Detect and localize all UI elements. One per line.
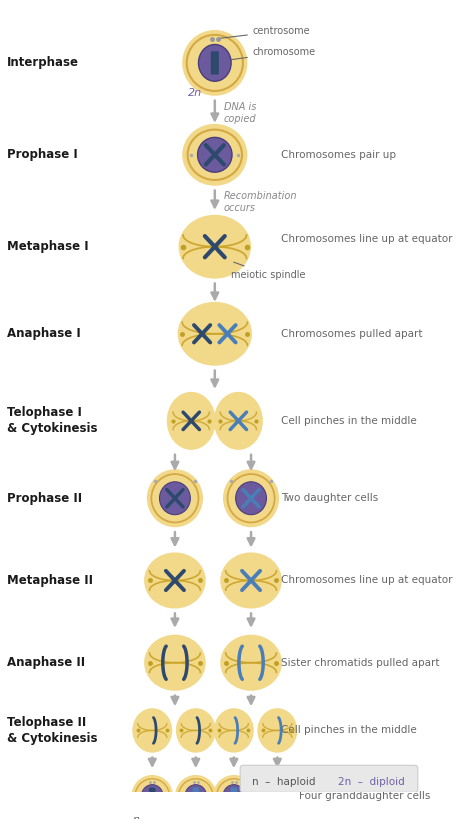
Ellipse shape (236, 482, 266, 514)
Ellipse shape (223, 469, 279, 527)
Ellipse shape (176, 708, 216, 753)
Ellipse shape (185, 785, 207, 808)
Text: Metaphase II: Metaphase II (7, 574, 93, 587)
Ellipse shape (147, 469, 203, 527)
Text: meiotic spindle: meiotic spindle (231, 262, 306, 279)
Text: chromosome: chromosome (225, 48, 316, 61)
FancyBboxPatch shape (149, 788, 155, 805)
Text: Four granddaughter cells: Four granddaughter cells (299, 791, 430, 801)
Ellipse shape (220, 553, 282, 609)
FancyBboxPatch shape (211, 52, 219, 75)
Text: Metaphase I: Metaphase I (7, 240, 89, 253)
Text: Interphase: Interphase (7, 57, 79, 70)
Ellipse shape (182, 124, 247, 186)
Ellipse shape (179, 215, 251, 278)
Text: n  –  haploid: n – haploid (252, 776, 316, 787)
Ellipse shape (220, 635, 282, 690)
Text: Prophase I: Prophase I (7, 148, 78, 161)
FancyBboxPatch shape (240, 765, 418, 792)
Ellipse shape (178, 302, 252, 366)
Text: Prophase II: Prophase II (7, 491, 82, 505)
Ellipse shape (214, 708, 254, 753)
Ellipse shape (198, 138, 232, 172)
Text: centrosome: centrosome (219, 26, 310, 38)
Text: Telophase II
& Cytokinesis: Telophase II & Cytokinesis (7, 716, 98, 745)
Text: Anaphase I: Anaphase I (7, 328, 81, 340)
Text: DNA is
copied: DNA is copied (224, 102, 256, 124)
Ellipse shape (167, 391, 216, 450)
Ellipse shape (256, 775, 298, 817)
Text: Telophase I
& Cytokinesis: Telophase I & Cytokinesis (7, 406, 98, 436)
Text: n: n (132, 816, 139, 819)
Text: Recombination
occurs: Recombination occurs (224, 192, 297, 213)
Text: Chromosomes line up at equator: Chromosomes line up at equator (281, 576, 453, 586)
Ellipse shape (160, 482, 191, 514)
Ellipse shape (223, 785, 245, 808)
Ellipse shape (141, 785, 163, 808)
Ellipse shape (266, 785, 288, 808)
Ellipse shape (132, 708, 172, 753)
Text: Chromosomes pair up: Chromosomes pair up (281, 150, 396, 160)
Text: Cell pinches in the middle: Cell pinches in the middle (281, 416, 417, 426)
Ellipse shape (175, 775, 217, 817)
Text: Two daughter cells: Two daughter cells (281, 493, 378, 503)
Text: Anaphase II: Anaphase II (7, 656, 85, 669)
FancyBboxPatch shape (274, 788, 281, 805)
FancyBboxPatch shape (231, 788, 237, 805)
Ellipse shape (257, 708, 297, 753)
Text: Chromosomes pulled apart: Chromosomes pulled apart (281, 328, 422, 339)
Ellipse shape (144, 553, 206, 609)
Text: 2n: 2n (188, 88, 202, 97)
Ellipse shape (131, 775, 173, 817)
Ellipse shape (199, 44, 231, 81)
Ellipse shape (214, 391, 263, 450)
Text: Cell pinches in the middle: Cell pinches in the middle (281, 726, 417, 735)
Ellipse shape (144, 635, 206, 690)
FancyBboxPatch shape (192, 788, 199, 805)
Ellipse shape (213, 775, 255, 817)
Ellipse shape (182, 30, 247, 96)
Text: Chromosomes line up at equator: Chromosomes line up at equator (281, 234, 453, 244)
Text: 2n  –  diploid: 2n – diploid (338, 776, 405, 787)
Text: Sister chromatids pulled apart: Sister chromatids pulled apart (281, 658, 439, 667)
